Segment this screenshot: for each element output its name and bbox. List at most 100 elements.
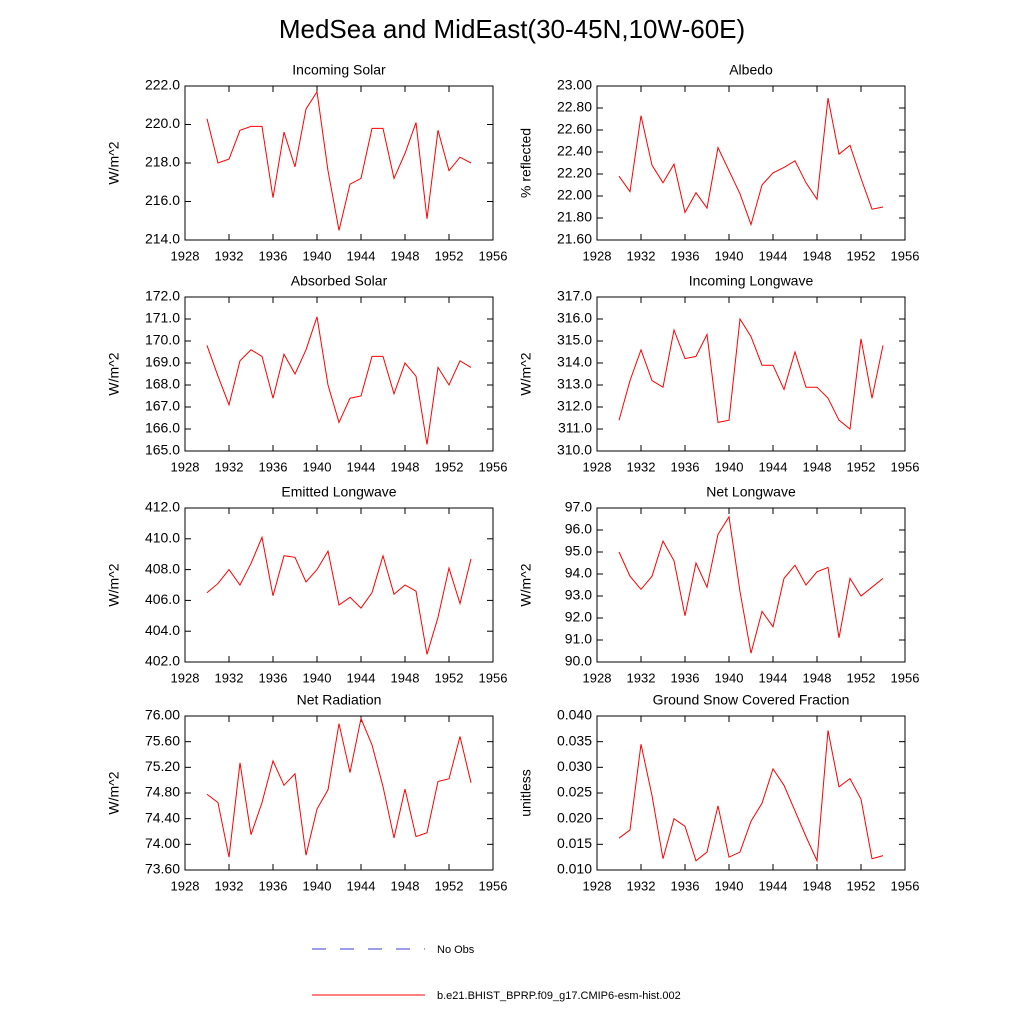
y-tick-label: 317.0 bbox=[557, 288, 592, 304]
x-tick-label: 1928 bbox=[171, 248, 200, 263]
y-tick-label: 73.60 bbox=[145, 861, 180, 877]
x-tick-label: 1956 bbox=[479, 459, 508, 474]
y-tick-label: 74.80 bbox=[145, 784, 180, 800]
x-tick-label: 1928 bbox=[583, 878, 612, 893]
panel-title: Incoming Longwave bbox=[689, 273, 814, 289]
x-tick-label: 1940 bbox=[303, 878, 332, 893]
y-tick-label: 96.0 bbox=[565, 521, 592, 537]
x-tick-label: 1932 bbox=[215, 670, 244, 685]
y-tick-label: 91.0 bbox=[565, 631, 592, 647]
x-tick-label: 1940 bbox=[303, 459, 332, 474]
x-tick-label: 1928 bbox=[583, 248, 612, 263]
x-tick-label: 1932 bbox=[627, 670, 656, 685]
y-tick-label: 92.0 bbox=[565, 609, 592, 625]
y-tick-label: 21.60 bbox=[557, 231, 592, 247]
x-tick-label: 1928 bbox=[583, 670, 612, 685]
x-tick-label: 1952 bbox=[435, 459, 464, 474]
y-tick-label: 216.0 bbox=[145, 192, 180, 208]
y-tick-label: 169.0 bbox=[145, 354, 180, 370]
y-tick-label: 0.035 bbox=[557, 732, 592, 748]
plot-frame bbox=[596, 507, 906, 663]
legend-label: b.e21.BHIST_BPRP.f09_g17.CMIP6-esm-hist.… bbox=[437, 990, 681, 1002]
y-tick-label: 408.0 bbox=[145, 560, 180, 576]
x-tick-label: 1936 bbox=[671, 248, 700, 263]
y-axis-label: unitless bbox=[518, 769, 534, 816]
x-tick-label: 1948 bbox=[391, 670, 420, 685]
x-tick-label: 1952 bbox=[435, 670, 464, 685]
panel-title: Ground Snow Covered Fraction bbox=[653, 692, 850, 708]
x-tick-label: 1932 bbox=[215, 248, 244, 263]
y-tick-label: 314.0 bbox=[557, 354, 592, 370]
x-tick-label: 1952 bbox=[435, 248, 464, 263]
y-axis-label: W/m^2 bbox=[106, 352, 122, 395]
y-tick-label: 316.0 bbox=[557, 310, 592, 326]
panel-title: Absorbed Solar bbox=[291, 273, 388, 289]
y-tick-label: 220.0 bbox=[145, 115, 180, 131]
x-tick-label: 1956 bbox=[891, 878, 920, 893]
x-tick-label: 1952 bbox=[847, 459, 876, 474]
y-tick-label: 0.030 bbox=[557, 758, 592, 774]
x-tick-label: 1928 bbox=[583, 459, 612, 474]
y-tick-label: 97.0 bbox=[565, 499, 592, 515]
x-tick-label: 1940 bbox=[303, 248, 332, 263]
y-tick-label: 167.0 bbox=[145, 398, 180, 414]
panel: Ground Snow Covered Fraction unitless 1928… bbox=[518, 692, 920, 894]
y-tick-label: 170.0 bbox=[145, 332, 180, 348]
panel: Incoming Longwave W/m^2 1928 1932 1936 1940 19… bbox=[518, 273, 920, 475]
y-tick-label: 76.00 bbox=[145, 707, 180, 723]
y-tick-label: 410.0 bbox=[145, 530, 180, 546]
x-tick-label: 1944 bbox=[759, 878, 788, 893]
x-tick-label: 1932 bbox=[627, 459, 656, 474]
panel: Incoming Solar W/m^2 1928 1932 1936 1940 1944 1… bbox=[106, 62, 508, 264]
x-tick-label: 1936 bbox=[259, 248, 288, 263]
data-line bbox=[206, 535, 472, 655]
y-tick-label: 0.040 bbox=[557, 707, 592, 723]
panel: Emitted Longwave W/m^2 1928 1932 1936 1940 194… bbox=[106, 484, 508, 686]
y-tick-label: 21.80 bbox=[557, 209, 592, 225]
x-tick-label: 1952 bbox=[847, 670, 876, 685]
x-tick-label: 1932 bbox=[215, 878, 244, 893]
plot-frame bbox=[596, 296, 906, 452]
data-line bbox=[206, 316, 472, 445]
x-tick-label: 1944 bbox=[347, 878, 376, 893]
panel: Absorbed Solar W/m^2 1928 1932 1936 1940 1944 1… bbox=[106, 273, 508, 475]
x-tick-label: 1948 bbox=[391, 248, 420, 263]
y-tick-label: 172.0 bbox=[145, 288, 180, 304]
x-tick-label: 1928 bbox=[171, 878, 200, 893]
panel-title: Albedo bbox=[729, 62, 773, 78]
x-tick-label: 1948 bbox=[803, 670, 832, 685]
y-tick-label: 165.0 bbox=[145, 442, 180, 458]
panel-title: Net Radiation bbox=[297, 692, 382, 708]
x-tick-label: 1932 bbox=[627, 878, 656, 893]
x-tick-label: 1928 bbox=[171, 459, 200, 474]
x-tick-label: 1932 bbox=[627, 248, 656, 263]
x-tick-label: 1944 bbox=[759, 459, 788, 474]
y-tick-label: 406.0 bbox=[145, 591, 180, 607]
data-line bbox=[206, 90, 472, 231]
x-tick-label: 1948 bbox=[391, 878, 420, 893]
x-tick-label: 1956 bbox=[479, 878, 508, 893]
panel-title: Emitted Longwave bbox=[281, 484, 396, 500]
x-tick-label: 1940 bbox=[715, 878, 744, 893]
y-tick-label: 22.60 bbox=[557, 121, 592, 137]
y-tick-label: 22.80 bbox=[557, 99, 592, 115]
y-tick-label: 404.0 bbox=[145, 622, 180, 638]
y-axis-label: W/m^2 bbox=[106, 771, 122, 814]
figure-title: MedSea and MidEast(30-45N,10W-60E) bbox=[279, 14, 745, 44]
y-tick-label: 22.00 bbox=[557, 187, 592, 203]
y-tick-label: 222.0 bbox=[145, 77, 180, 93]
y-axis-label: % reflected bbox=[518, 128, 534, 198]
legend-label: No Obs bbox=[437, 944, 475, 956]
x-tick-label: 1944 bbox=[759, 248, 788, 263]
x-tick-label: 1940 bbox=[715, 459, 744, 474]
y-tick-label: 218.0 bbox=[145, 154, 180, 170]
y-tick-label: 310.0 bbox=[557, 442, 592, 458]
x-tick-label: 1956 bbox=[891, 670, 920, 685]
x-tick-label: 1936 bbox=[259, 670, 288, 685]
panel-title: Incoming Solar bbox=[292, 62, 386, 78]
y-tick-label: 412.0 bbox=[145, 499, 180, 515]
y-tick-label: 94.0 bbox=[565, 565, 592, 581]
x-tick-label: 1944 bbox=[347, 248, 376, 263]
plot-frame bbox=[184, 715, 494, 871]
